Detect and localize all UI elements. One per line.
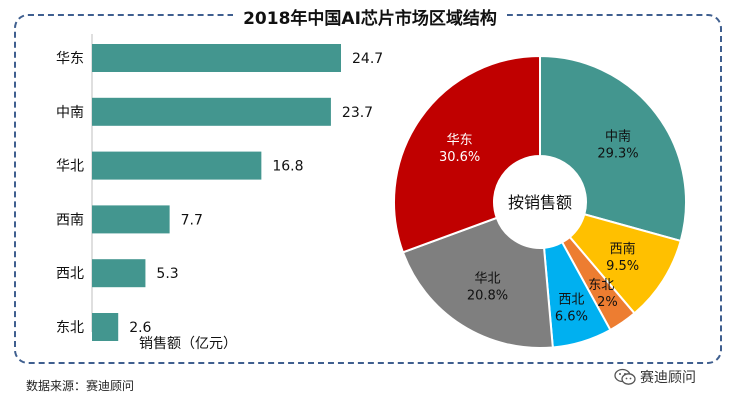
pie-slice-value: 9.5% bbox=[606, 259, 639, 274]
bar-category-label: 西北 bbox=[56, 266, 84, 282]
pie-slice-label: 东北 bbox=[588, 278, 614, 293]
bar-2 bbox=[92, 151, 262, 180]
bar-5 bbox=[92, 313, 119, 341]
pie-slice-0 bbox=[539, 54, 687, 243]
bar-4 bbox=[92, 259, 146, 288]
bar-category-label: 西南 bbox=[56, 212, 84, 228]
bar-category-label: 东北 bbox=[56, 320, 84, 336]
wechat-brand: 赛迪顾问 bbox=[614, 366, 696, 388]
bar-category-label: 华北 bbox=[56, 159, 84, 175]
bar-value-label: 2.6 bbox=[129, 320, 151, 336]
chart-title: 2018年中国AI芯片市场区域结构 bbox=[0, 4, 740, 29]
pie-slice-value: 6.6% bbox=[555, 309, 588, 324]
pie-slice-label: 华东 bbox=[447, 133, 473, 148]
bar-value-label: 5.3 bbox=[156, 266, 178, 282]
bar-category-label: 中南 bbox=[56, 105, 84, 121]
wechat-brand-name: 赛迪顾问 bbox=[640, 370, 696, 386]
pie-center-hole bbox=[495, 157, 585, 247]
pie-slice-label: 中南 bbox=[605, 129, 631, 145]
bar-1 bbox=[92, 97, 331, 126]
bar-axis-title: 销售额（亿元） bbox=[139, 336, 237, 352]
bar-3 bbox=[92, 205, 170, 234]
pie-slice-label: 西北 bbox=[558, 292, 584, 307]
wechat-icon bbox=[614, 368, 636, 385]
pie-slice-value: 30.6% bbox=[439, 150, 480, 165]
pie-slice-label: 西南 bbox=[610, 241, 636, 257]
pie-slice-value: 29.3% bbox=[597, 147, 638, 162]
bar-0 bbox=[92, 44, 341, 72]
pie-slice-value: 20.8% bbox=[467, 289, 508, 304]
pie-center-label: 按销售额 bbox=[508, 193, 572, 212]
pie-slice-label: 华北 bbox=[474, 272, 500, 287]
data-source-note: 数据来源：赛迪顾问 bbox=[26, 379, 135, 393]
pie-slice-5 bbox=[393, 54, 541, 254]
bar-value-label: 24.7 bbox=[352, 51, 383, 67]
bar-value-label: 23.7 bbox=[342, 105, 373, 121]
bar-value-label: 7.7 bbox=[181, 212, 203, 228]
pie-slice-4 bbox=[401, 216, 554, 349]
bar-value-label: 16.8 bbox=[272, 159, 303, 175]
bar-category-label: 华东 bbox=[56, 51, 84, 67]
